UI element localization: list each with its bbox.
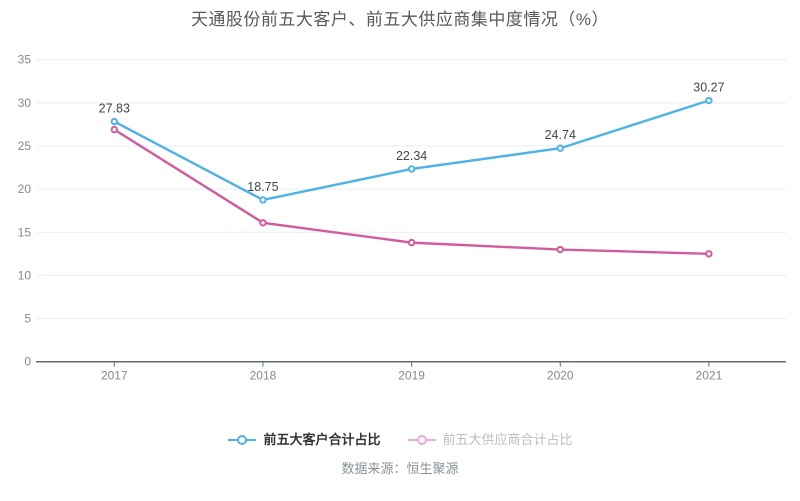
data-point[interactable] xyxy=(556,144,564,152)
data-label: 18.75 xyxy=(247,180,278,194)
legend-item-customers[interactable]: 前五大客户合计占比 xyxy=(227,430,381,450)
data-source: 数据来源：恒生聚源 xyxy=(341,461,459,476)
data-point[interactable] xyxy=(259,196,267,204)
svg-text:15: 15 xyxy=(18,225,32,239)
data-point[interactable] xyxy=(259,219,267,227)
data-point[interactable] xyxy=(407,165,416,173)
legend: 前五大客户合计占比 前五大供应商合计占比 xyxy=(0,430,800,450)
svg-text:30: 30 xyxy=(18,96,32,110)
svg-text:20: 20 xyxy=(18,182,32,196)
data-point[interactable] xyxy=(705,96,713,105)
x-tick-label: 2017 xyxy=(101,369,128,383)
svg-text:25: 25 xyxy=(18,139,32,153)
data-label: 30.27 xyxy=(693,81,724,95)
svg-text:35: 35 xyxy=(18,53,32,67)
data-label: 22.34 xyxy=(396,149,427,163)
data-point[interactable] xyxy=(110,125,119,134)
data-point[interactable] xyxy=(110,117,119,126)
line-chart: 0 5 10 15 20 25 30 35 2017 2018 2019 2020 2021 27.83 1… xyxy=(18,53,786,383)
grid-lines xyxy=(37,59,786,320)
data-label: 27.83 xyxy=(99,102,130,116)
x-tick-label: 2018 xyxy=(250,369,277,383)
y-axis-labels: 0 5 10 15 20 25 30 35 xyxy=(18,53,32,369)
series-suppliers xyxy=(110,125,713,258)
data-label: 24.74 xyxy=(545,128,576,142)
svg-text:5: 5 xyxy=(24,312,31,326)
svg-text:0: 0 xyxy=(24,355,31,369)
data-point[interactable] xyxy=(556,245,564,254)
legend-label-customers: 前五大客户合计占比 xyxy=(263,432,381,447)
chart-title: 天通股份前五大客户、前五大供应商集中度情况（%） xyxy=(190,10,610,29)
series-customers: 27.83 18.75 22.34 24.74 30.27 xyxy=(99,81,725,204)
data-point[interactable] xyxy=(705,250,713,258)
svg-text:10: 10 xyxy=(18,268,32,282)
data-point[interactable] xyxy=(407,238,416,247)
line-marker-icon xyxy=(407,435,436,445)
x-axis-labels: 2017 2018 2019 2020 2021 xyxy=(101,369,723,383)
legend-item-suppliers[interactable]: 前五大供应商合计占比 xyxy=(407,430,573,450)
legend-label-suppliers: 前五大供应商合计占比 xyxy=(442,432,573,447)
x-axis xyxy=(36,360,786,367)
line-marker-icon xyxy=(228,435,257,445)
x-tick-label: 2021 xyxy=(696,369,723,383)
x-tick-label: 2020 xyxy=(547,369,574,383)
x-tick-label: 2019 xyxy=(398,369,425,383)
